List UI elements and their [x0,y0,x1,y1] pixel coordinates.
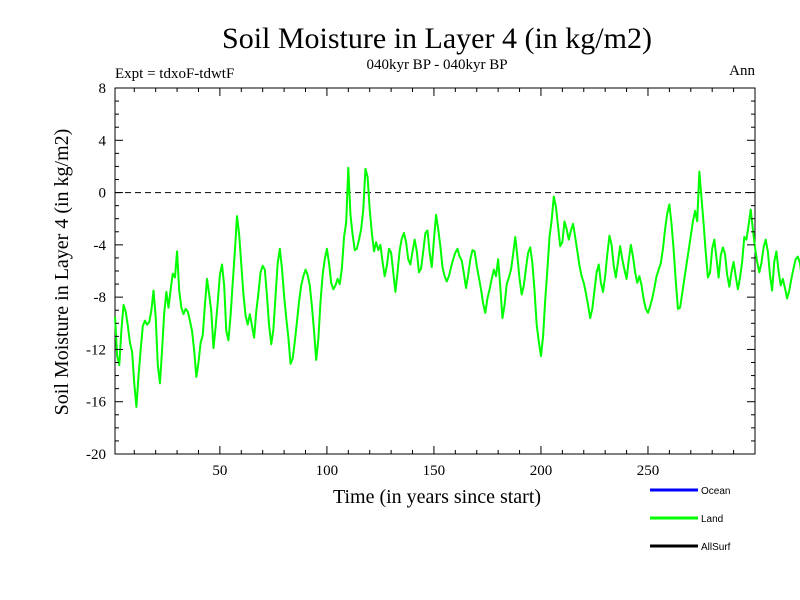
y-tick-label: -4 [94,238,107,254]
y-tick-label: -16 [86,395,106,411]
chart-subtitle: 040kyr BP - 040kyr BP [366,57,507,73]
x-tick-label: 250 [637,463,660,479]
y-tick-label: 8 [99,81,107,97]
x-axis-label: Time (in years since start) [333,486,541,508]
x-tick-label: 150 [423,463,446,479]
legend-label-allsurf: AllSurf [701,542,731,553]
legend-label-land: Land [701,514,723,525]
series-line-land [114,166,800,408]
y-tick-label: -12 [86,342,106,358]
y-tick-label: 0 [99,186,107,202]
x-tick-label: 200 [530,463,553,479]
y-tick-label: -20 [86,447,106,463]
legend-label-ocean: Ocean [701,486,730,497]
axis-ticks: 50 100 150 200 250 8 4 0 -4 -8 -12 -16 -20 [86,81,755,479]
x-tick-label: 100 [316,463,339,479]
season-label: Ann [729,63,755,79]
x-tick-label: 50 [212,463,227,479]
y-tick-label: -8 [94,290,107,306]
y-axis-label: Soil Moisture in Layer 4 (in kg/m2) [51,129,73,416]
plot-area [114,87,800,455]
y-tick-label: 4 [99,133,107,149]
chart-title: Soil Moisture in Layer 4 (in kg/m2) [222,22,652,55]
experiment-label: Expt = tdxoF-tdwtF [115,66,234,82]
legend: Ocean Land AllSurf [650,486,731,553]
